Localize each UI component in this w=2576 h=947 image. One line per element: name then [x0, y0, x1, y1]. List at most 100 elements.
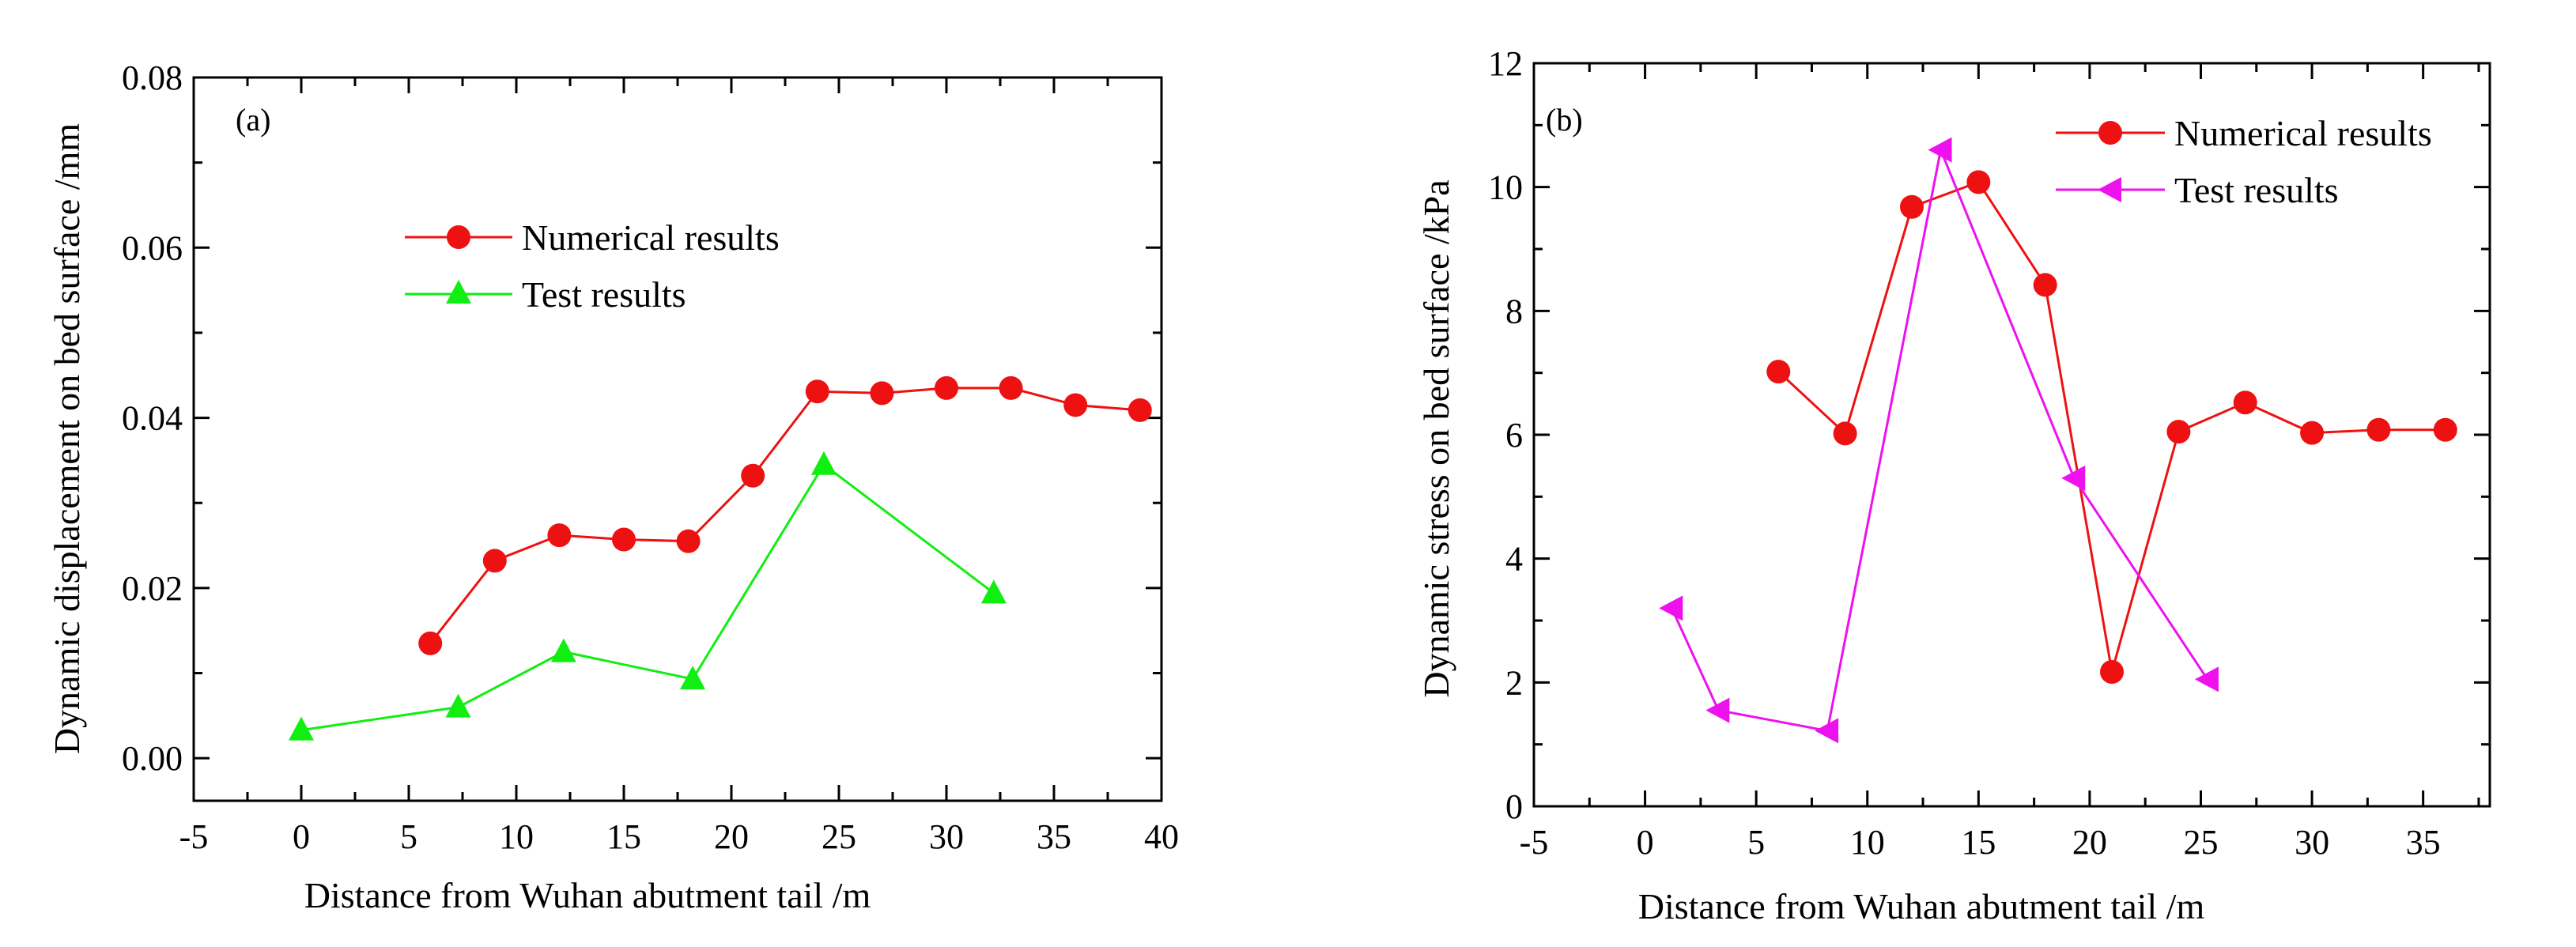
data-point-a-0	[482, 549, 507, 573]
x-tick-label-b: -5	[1520, 823, 1549, 862]
x-tick-label-a: 25	[822, 817, 856, 856]
y-tick-label-b: 12	[1488, 44, 1523, 83]
series-layer-b	[1659, 137, 2457, 744]
x-tick-label-a: 10	[499, 817, 534, 856]
series-line-b-0	[1777, 180, 2446, 673]
panel-label-b: (b)	[1546, 102, 1583, 138]
legend-item-numerical-a: Numerical results	[405, 217, 780, 258]
x-tick-label-b: 20	[2072, 823, 2107, 862]
plot-frame-b	[1532, 62, 2491, 808]
chart-panel-a: -5 0 5 10 15 20 25 30 35 40 0.000.020.040.060.08 …	[47, 58, 1179, 915]
y-tick-label-b: 2	[1505, 663, 1523, 702]
series-layer-a	[289, 375, 1152, 741]
data-point-a-0	[805, 379, 829, 404]
y-axis-title-b: Dynamic stress on bed surface /kPa	[1416, 179, 1456, 697]
x-tick-label-a: 0	[293, 817, 310, 856]
x-tick-label-b: 15	[1961, 823, 1996, 862]
data-point-b-0	[2166, 420, 2191, 444]
data-point-b-1	[1705, 697, 1730, 723]
y-ticks-b: 0 2 4 6 8 10 12	[1488, 44, 2490, 826]
data-point-b-1	[1659, 595, 1683, 621]
legend-marker-numerical-b	[2098, 121, 2122, 145]
data-point-a-1	[550, 638, 576, 662]
data-point-b-0	[2433, 417, 2457, 442]
data-point-a-1	[445, 693, 471, 718]
y-ticks-a: 0.00 0.02 0.04 0.06 0.08	[122, 58, 1161, 778]
x-ticks-b: -5 0 5 10 15 20 25 30 35	[1520, 63, 2480, 862]
data-point-a-0	[1063, 393, 1088, 417]
x-tick-label-a: 35	[1037, 817, 1071, 856]
data-point-b-0	[2033, 273, 2057, 297]
data-point-a-1	[680, 666, 706, 690]
legend-label-numerical-a: Numerical results	[522, 217, 780, 258]
panel-label-a: (a)	[236, 102, 270, 138]
data-point-b-0	[2366, 417, 2391, 442]
data-point-a-0	[935, 375, 958, 400]
legend-b: Numerical results Test results	[2056, 113, 2432, 210]
legend-item-test-a: Test results	[405, 274, 686, 315]
x-axis-title-a: Distance from Wuhan abutment tail /m	[304, 875, 871, 915]
legend-marker-test-a	[446, 280, 471, 304]
x-tick-label-b: 30	[2295, 823, 2329, 862]
y-tick-label-b: 10	[1488, 168, 1523, 207]
legend-item-numerical-b: Numerical results	[2056, 113, 2432, 153]
y-tick-label-a: 0.04	[122, 399, 183, 438]
legend-label-numerical-b: Numerical results	[2174, 113, 2432, 153]
data-point-b-0	[1766, 360, 1791, 384]
data-point-b-0	[1966, 170, 1991, 194]
data-point-b-1	[2061, 465, 2086, 491]
data-point-a-0	[999, 375, 1023, 400]
data-point-a-0	[870, 381, 894, 406]
x-tick-label-a: 40	[1144, 817, 1179, 856]
data-point-a-1	[810, 451, 837, 475]
x-tick-label-b: 10	[1850, 823, 1885, 862]
data-point-a-0	[612, 527, 636, 552]
x-tick-label-a: 30	[929, 817, 964, 856]
series-line-a-1	[300, 462, 995, 732]
series-line-a-0	[429, 387, 1140, 644]
data-point-a-0	[676, 529, 701, 553]
data-point-b-1	[1815, 718, 1839, 744]
x-tick-label-a: 20	[714, 817, 749, 856]
y-tick-label-b: 0	[1505, 787, 1523, 826]
y-tick-label-b: 8	[1505, 292, 1523, 330]
data-point-a-1	[980, 579, 1007, 604]
y-axis-title-a: Dynamic displacement on bed surface /mm	[47, 123, 87, 755]
x-tick-label-b: 5	[1747, 823, 1765, 862]
data-point-a-0	[741, 463, 765, 488]
x-tick-label-a: -5	[179, 817, 209, 856]
series-line-b-1	[1670, 145, 2209, 733]
data-point-a-1	[289, 716, 314, 741]
data-point-b-1	[2194, 666, 2219, 692]
legend-a: Numerical results Test results	[405, 217, 780, 315]
plot-frame-a	[192, 76, 1163, 802]
y-tick-label-a: 0.02	[122, 569, 183, 608]
data-point-a-0	[418, 631, 443, 655]
data-point-a-0	[547, 523, 572, 548]
y-tick-label-b: 4	[1505, 540, 1523, 579]
legend-label-test-b: Test results	[2174, 170, 2339, 210]
data-point-b-0	[2233, 390, 2257, 415]
legend-marker-numerical-a	[447, 225, 470, 249]
x-tick-label-b: 35	[2406, 823, 2441, 862]
x-ticks-a: -5 0 5 10 15 20 25 30 35 40	[179, 77, 1179, 856]
y-tick-label-a: 0.00	[122, 739, 183, 778]
y-tick-label-a: 0.08	[122, 58, 183, 97]
data-point-b-0	[1833, 421, 1857, 446]
x-tick-label-b: 0	[1637, 823, 1654, 862]
legend-label-test-a: Test results	[522, 274, 686, 315]
x-tick-label-b: 25	[2183, 823, 2218, 862]
data-point-a-0	[1127, 398, 1152, 422]
data-point-b-0	[2300, 421, 2325, 445]
y-tick-label-b: 6	[1505, 416, 1523, 455]
data-point-b-0	[2100, 660, 2125, 685]
data-point-b-0	[1899, 194, 1924, 219]
y-tick-label-a: 0.06	[122, 228, 183, 267]
data-point-b-1	[1928, 137, 1952, 163]
legend-marker-test-b	[2098, 177, 2121, 202]
x-axis-title-b: Distance from Wuhan abutment tail /m	[1638, 886, 2205, 926]
x-tick-label-a: 15	[606, 817, 641, 856]
legend-item-test-b: Test results	[2056, 170, 2339, 210]
